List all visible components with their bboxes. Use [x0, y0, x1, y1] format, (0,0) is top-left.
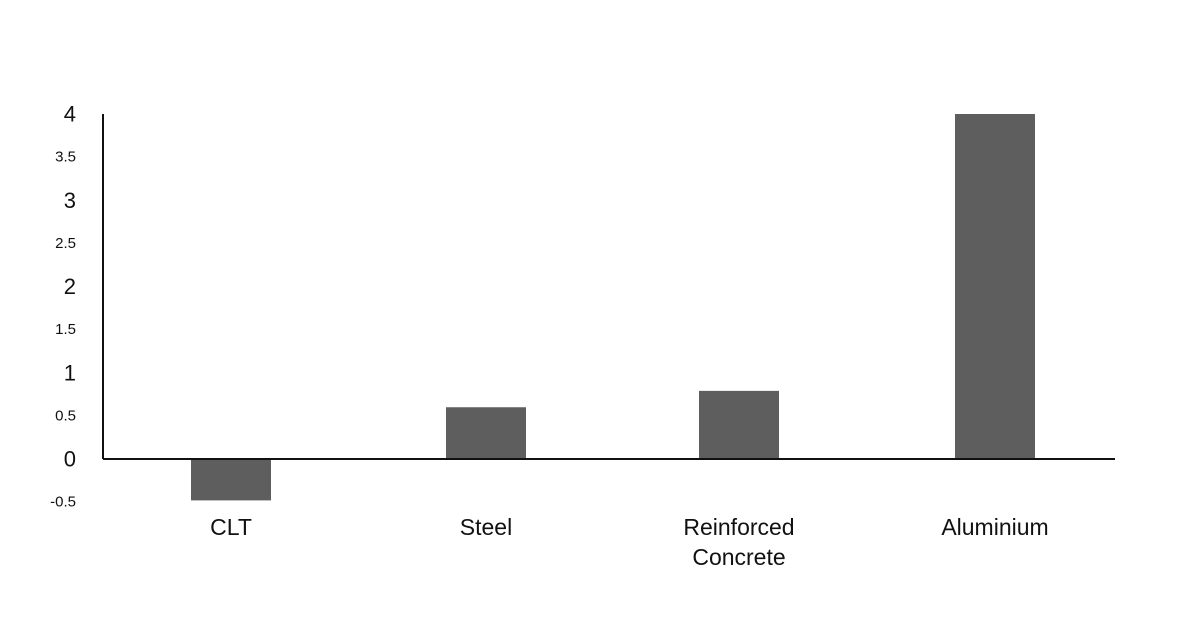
- bar-steel: [446, 407, 526, 459]
- labels-layer: 4 3.5 3 2.5 2 1.5 1 0.5 0 -0.5 CLT Steel Reinforced C…: [50, 102, 1049, 571]
- y-tick-label: -0.5: [50, 494, 76, 511]
- bar-clt: [191, 459, 271, 501]
- bar-reinforced-concrete: [699, 390, 779, 459]
- x-category-label: CLT: [210, 514, 252, 540]
- x-category-label: Steel: [460, 514, 512, 540]
- x-category-label: Aluminium: [941, 514, 1048, 540]
- y-tick-label: 3.5: [55, 149, 76, 166]
- axes-layer: [102, 114, 1115, 460]
- y-tick-label: 2.5: [55, 235, 76, 252]
- y-tick-label: 4: [64, 102, 76, 127]
- y-tick-label: 1: [64, 360, 76, 385]
- y-tick-label: 0.5: [55, 407, 76, 424]
- bar-aluminium: [955, 114, 1035, 459]
- y-tick-label: 2: [64, 274, 76, 299]
- y-tick-label: 1.5: [55, 321, 76, 338]
- bars-layer: [191, 114, 1035, 501]
- y-tick-label: 3: [64, 188, 76, 213]
- x-category-label: Reinforced Concrete: [683, 514, 794, 570]
- y-tick-label: 0: [64, 447, 76, 472]
